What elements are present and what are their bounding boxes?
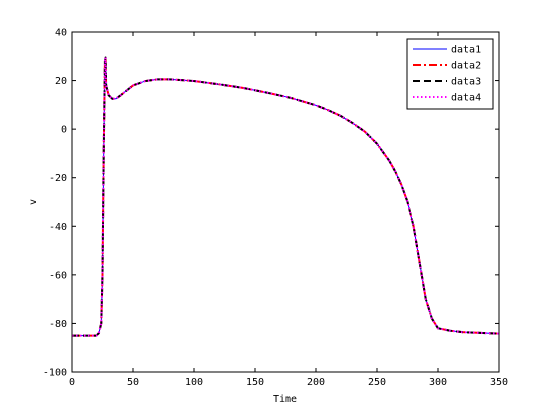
legend-label: data4: [451, 93, 481, 104]
x-tick-label: 150: [246, 377, 264, 388]
y-tick-label: 40: [55, 28, 67, 39]
x-tick-label: 50: [127, 377, 139, 388]
x-tick-label: 0: [69, 377, 75, 388]
y-tick-label: -100: [43, 368, 67, 379]
axes-box: [71, 31, 500, 373]
y-tick-label: 20: [55, 76, 67, 87]
legend-label: data1: [451, 45, 481, 56]
x-tick-label: 200: [307, 377, 325, 388]
y-tick-label: 0: [61, 125, 67, 136]
y-tick-label: -20: [49, 173, 67, 184]
series-layer: [72, 56, 500, 337]
x-axis-label: Time: [273, 394, 297, 405]
x-tick-label: 250: [368, 377, 386, 388]
legend-label: data3: [451, 77, 481, 88]
x-axis: 0 50 100 150 200 250 300 350: [69, 32, 508, 388]
legend-label: data2: [451, 61, 481, 72]
x-tick-label: 100: [185, 377, 203, 388]
y-tick-label: -80: [49, 319, 67, 330]
x-tick-label: 300: [429, 377, 447, 388]
y-axis: 40 20 0 -20 -40 -60 -80 -100: [43, 28, 499, 379]
x-tick-label: 350: [490, 377, 508, 388]
legend: data1 data2 data3 data4: [406, 38, 494, 110]
y-axis-label: v: [28, 199, 39, 205]
series-line-data4: [72, 56, 500, 337]
y-tick-label: -60: [49, 270, 67, 281]
y-tick-label: -40: [49, 222, 67, 233]
